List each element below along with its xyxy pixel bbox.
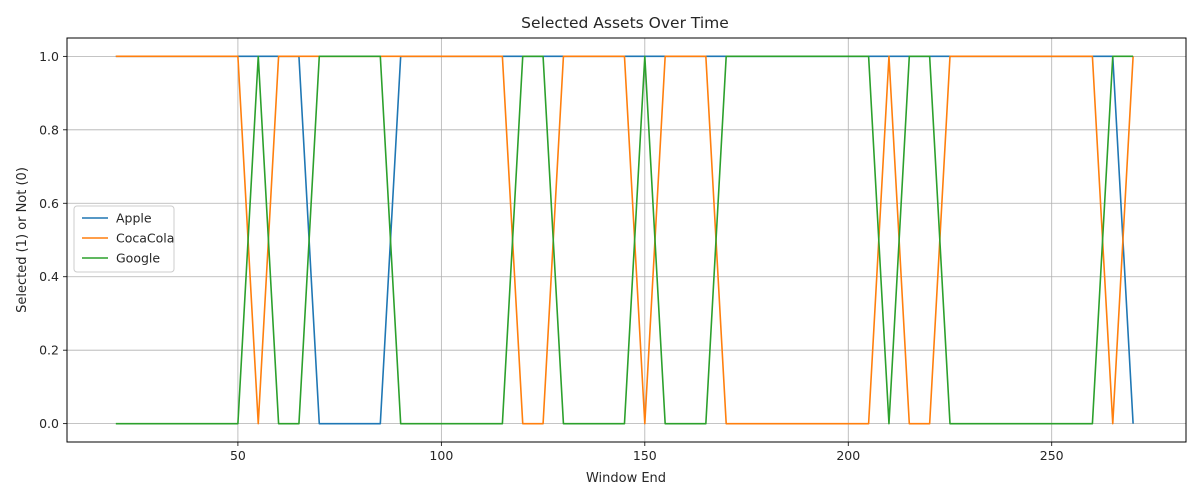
chart-title: Selected Assets Over Time (521, 14, 729, 32)
y-tick-label: 0.6 (39, 196, 59, 211)
y-tick-label: 1.0 (39, 49, 59, 64)
legend-box (73, 205, 175, 273)
legend-label-apple: Apple (116, 211, 152, 226)
series-lines (115, 55, 1134, 425)
legend: Apple CocaCola Google (73, 205, 175, 273)
y-tick-label: 0.0 (39, 416, 59, 431)
plot-frame (66, 37, 1187, 443)
y-axis-label: Selected (1) or Not (0) (15, 167, 30, 313)
y-tick-label: 0.8 (39, 122, 59, 137)
x-tick-label: 50 (230, 448, 246, 463)
x-axis-label: Window End (586, 471, 666, 486)
y-tick-label: 0.2 (39, 343, 59, 358)
axis-ticks: 50 100 150 200 250 0.0 0.2 0.4 0.6 0.8 1.0 (39, 49, 1064, 463)
x-tick-label: 200 (836, 448, 860, 463)
x-tick-label: 100 (429, 448, 453, 463)
legend-label-google: Google (116, 251, 160, 266)
series-line-google (115, 55, 1134, 425)
x-tick-label: 150 (633, 448, 657, 463)
y-tick-label: 0.4 (39, 269, 59, 284)
legend-label-cocacola: CocaCola (116, 231, 174, 246)
x-tick-label: 250 (1040, 448, 1064, 463)
